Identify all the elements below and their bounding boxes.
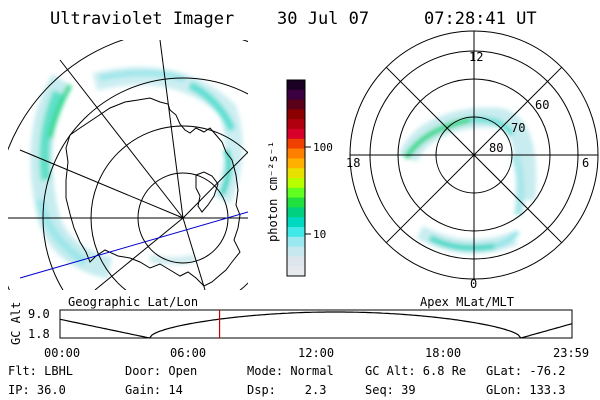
- geo-meridian: [182, 151, 248, 219]
- colorbar-stripe: [287, 138, 305, 150]
- colorbar-stripe: [287, 148, 305, 159]
- apex-aurora-oval: [398, 107, 537, 254]
- time-tick-0600: 06:00: [170, 346, 206, 360]
- colorbar-unit-label: photon cm⁻²s⁻¹: [266, 141, 280, 242]
- colorbar-stripe: [287, 129, 305, 140]
- colorbar-stripe: [287, 168, 305, 179]
- colorbar-stripe: [287, 119, 305, 130]
- colorbar-stripe: [287, 246, 305, 257]
- colorbar-stripe: [287, 197, 305, 208]
- geo-meridian: [59, 59, 184, 219]
- ip-status: IP: 36.0: [8, 383, 66, 397]
- colorbar-stripe: [287, 227, 305, 238]
- status-info: Flt: LBHL IP: 36.0 Door: Open Gain: 14 M…: [8, 364, 565, 397]
- colorbar: 100 10 photon cm⁻²s⁻¹: [266, 79, 333, 277]
- geographic-map-panel: [8, 40, 248, 290]
- altitude-plot: GC Alt 9.0 1.8 00:00 06:00 12:00 18:00 2…: [9, 302, 589, 360]
- colorbar-stripe: [287, 109, 305, 120]
- door-status: Door: Open: [125, 364, 197, 378]
- colorbar-stripe: [287, 158, 305, 169]
- colorbar-tick-10: 10: [313, 228, 326, 241]
- mlt-label-6: 6: [582, 156, 589, 170]
- altitude-ytick-high: 9.0: [28, 307, 50, 321]
- mlt-label-18: 18: [346, 156, 360, 170]
- geo-meridian: [94, 217, 184, 290]
- colorbar-stripe: [287, 217, 305, 228]
- gc-alt-status: GC Alt: 6.8 Re: [365, 364, 466, 378]
- geo-peninsula: [195, 171, 219, 213]
- apex-polar-panel: 12 18 6 0 80 70 60: [346, 30, 599, 291]
- time-tick-1200: 12:00: [298, 346, 334, 360]
- seq-status: Seq: 39: [365, 383, 416, 397]
- apex-mlt-diagonal: [385, 66, 563, 244]
- altitude-ylabel: GC Alt: [9, 302, 23, 345]
- mlt-label-0: 0: [470, 277, 477, 291]
- time-tick-1800: 18:00: [425, 346, 461, 360]
- gain-status: Gain: 14: [125, 383, 183, 397]
- apex-panel-label: Apex MLat/MLT: [420, 295, 514, 309]
- colorbar-stripe: [287, 207, 305, 218]
- mlat-label-70: 70: [511, 121, 525, 135]
- glat-status: GLat: -76.2: [486, 364, 565, 378]
- mlat-label-80: 80: [489, 141, 503, 155]
- colorbar-stripe: [287, 187, 305, 199]
- filter-status: Flt: LBHL: [8, 364, 73, 378]
- date-label: 30 Jul 07: [277, 9, 369, 29]
- colorbar-stripe: [287, 80, 305, 91]
- geo-panel-label: Geographic Lat/Lon: [68, 295, 198, 309]
- colorbar-tick-100: 100: [313, 141, 333, 154]
- colorbar-stripe: [287, 256, 305, 267]
- app-title: Ultraviolet Imager: [50, 9, 234, 29]
- mode-status: Mode: Normal: [247, 364, 334, 378]
- dsp-status: Dsp: 2.3: [247, 383, 326, 397]
- colorbar-stripe: [287, 99, 305, 110]
- mlt-label-12: 12: [469, 50, 483, 64]
- time-label: 07:28:41 UT: [424, 9, 537, 29]
- colorbar-stripe: [287, 89, 305, 101]
- geo-meridian: [19, 149, 184, 219]
- time-tick-0000: 00:00: [44, 346, 80, 360]
- geo-meridian: [159, 40, 184, 219]
- mlat-label-60: 60: [535, 98, 549, 112]
- time-tick-2359: 23:59: [553, 346, 589, 360]
- colorbar-stripe: [287, 266, 305, 277]
- altitude-plot-frame: [59, 309, 573, 339]
- glon-status: GLon: 133.3: [486, 383, 565, 397]
- geo-coastline: [65, 97, 241, 287]
- geo-meridian: [182, 217, 206, 290]
- altitude-ytick-low: 1.8: [28, 327, 50, 341]
- satellite-track: [19, 211, 248, 279]
- altitude-curve: [59, 311, 573, 339]
- colorbar-stripe: [287, 178, 305, 189]
- colorbar-stripe: [287, 236, 305, 248]
